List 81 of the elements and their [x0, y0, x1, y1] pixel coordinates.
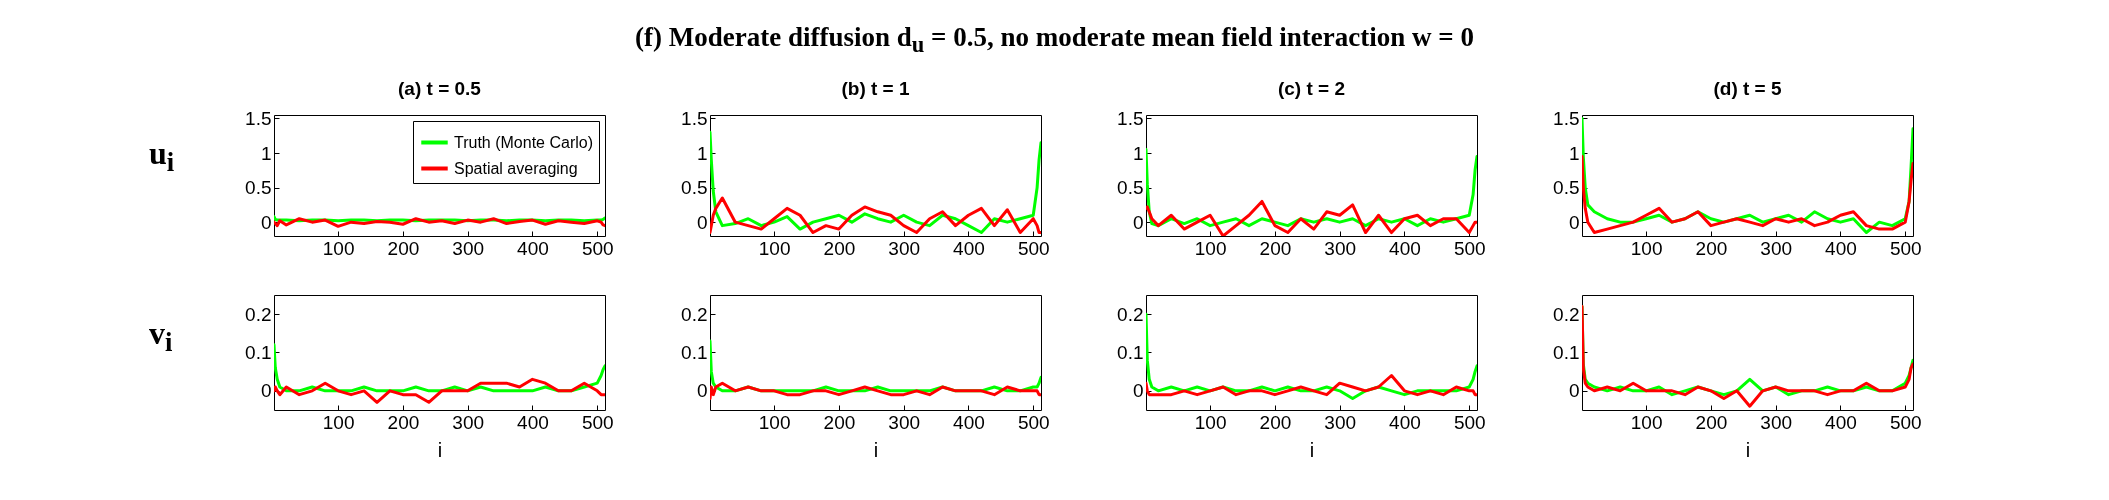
y-tick-label: 0.5 [1553, 177, 1580, 199]
chart-title: (d) t = 5 [1713, 78, 1782, 100]
chart-title: (a) t = 0.5 [398, 78, 482, 100]
legend-label: Spatial averaging [454, 159, 578, 177]
x-tick-label: 400 [1825, 237, 1857, 259]
x-tick-label: 200 [1259, 411, 1292, 433]
y-tick-label: 0 [1568, 211, 1580, 233]
x-tick-label: 400 [1389, 237, 1421, 259]
x-axis-title: i [873, 438, 879, 461]
x-tick-label: 500 [1453, 411, 1486, 433]
x-axis-title: i [1309, 438, 1315, 461]
x-tick-label: 100 [322, 237, 355, 259]
x-tick-label: 100 [758, 237, 791, 259]
y-tick-label: 0 [260, 211, 272, 233]
y-tick-label: 0.2 [1553, 303, 1580, 325]
y-tick-label: 1 [696, 142, 708, 164]
y-axis-title: u$_{i}$ [149, 135, 175, 179]
y-tick-label: 1 [1568, 142, 1580, 164]
y-tick-label: 0.1 [1117, 342, 1144, 363]
x-tick-label: 100 [1194, 237, 1227, 259]
x-tick-label: 400 [1825, 411, 1857, 433]
y-tick-label: 1.5 [245, 107, 272, 129]
chart-title: (b) t = 1 [841, 78, 910, 100]
x-tick-label: 300 [1760, 237, 1793, 259]
y-tick-label: 1.5 [681, 107, 708, 129]
y-tick-label: 0 [1132, 211, 1144, 233]
y-tick-label: 0.2 [681, 303, 708, 325]
x-tick-label: 100 [1630, 411, 1663, 433]
legend-label: Truth (Monte Carlo) [454, 133, 593, 151]
y-axis-title: v$_{i}$ [149, 315, 173, 359]
x-tick-label: 300 [888, 237, 921, 259]
y-tick-label: 1 [260, 142, 272, 164]
x-tick-label: 200 [1259, 237, 1292, 259]
x-tick-label: 400 [517, 237, 549, 259]
y-tick-label: 0.2 [245, 303, 272, 325]
y-tick-label: 0.5 [1117, 177, 1144, 199]
x-tick-label: 400 [953, 411, 985, 433]
x-tick-label: 300 [452, 237, 485, 259]
x-tick-label: 200 [823, 237, 856, 259]
x-tick-label: 300 [1324, 237, 1357, 259]
x-tick-label: 200 [823, 411, 856, 433]
x-tick-label: 400 [953, 237, 985, 259]
x-tick-label: 500 [1889, 237, 1922, 259]
y-tick-label: 1 [1132, 142, 1144, 164]
x-tick-label: 400 [517, 411, 549, 433]
x-tick-label: 100 [1194, 411, 1227, 433]
x-tick-label: 200 [387, 237, 420, 259]
x-tick-label: 100 [322, 411, 355, 433]
x-tick-label: 300 [1760, 411, 1793, 433]
y-tick-label: 0.1 [245, 342, 272, 363]
y-tick-label: 0 [696, 380, 708, 402]
x-axis-title: i [1745, 438, 1751, 461]
y-tick-label: 0.5 [245, 177, 272, 199]
x-tick-label: 400 [1389, 411, 1421, 433]
y-tick-label: 0.2 [1117, 303, 1144, 325]
x-axis-title: i [437, 438, 443, 461]
x-tick-label: 100 [758, 411, 791, 433]
y-tick-label: 0.5 [681, 177, 708, 199]
x-tick-label: 200 [387, 411, 420, 433]
x-tick-label: 300 [888, 411, 921, 433]
y-tick-label: 0 [1568, 380, 1580, 402]
y-tick-label: 0.1 [681, 342, 708, 363]
x-tick-label: 500 [1453, 237, 1486, 259]
y-tick-label: 0.1 [1553, 342, 1580, 363]
y-tick-label: 0 [260, 380, 272, 402]
x-tick-label: 300 [1324, 411, 1357, 433]
x-tick-label: 500 [581, 411, 614, 433]
chart-title: (c) t = 2 [1277, 78, 1346, 100]
x-tick-label: 200 [1695, 411, 1728, 433]
y-tick-label: 1.5 [1553, 107, 1580, 129]
y-tick-label: 1.5 [1117, 107, 1144, 129]
x-tick-label: 100 [1630, 237, 1663, 259]
text: (f) Moderate diffusion d$_{u}$ = 0.5, no moderate mean field interaction w = 0 [634, 22, 1475, 59]
x-tick-label: 200 [1695, 237, 1728, 259]
y-tick-label: 0 [1132, 380, 1144, 402]
x-tick-label: 500 [1889, 411, 1922, 433]
x-tick-label: 500 [1017, 411, 1050, 433]
y-tick-label: 0 [696, 211, 708, 233]
x-tick-label: 500 [581, 237, 614, 259]
x-tick-label: 300 [452, 411, 485, 433]
x-tick-label: 500 [1017, 237, 1050, 259]
